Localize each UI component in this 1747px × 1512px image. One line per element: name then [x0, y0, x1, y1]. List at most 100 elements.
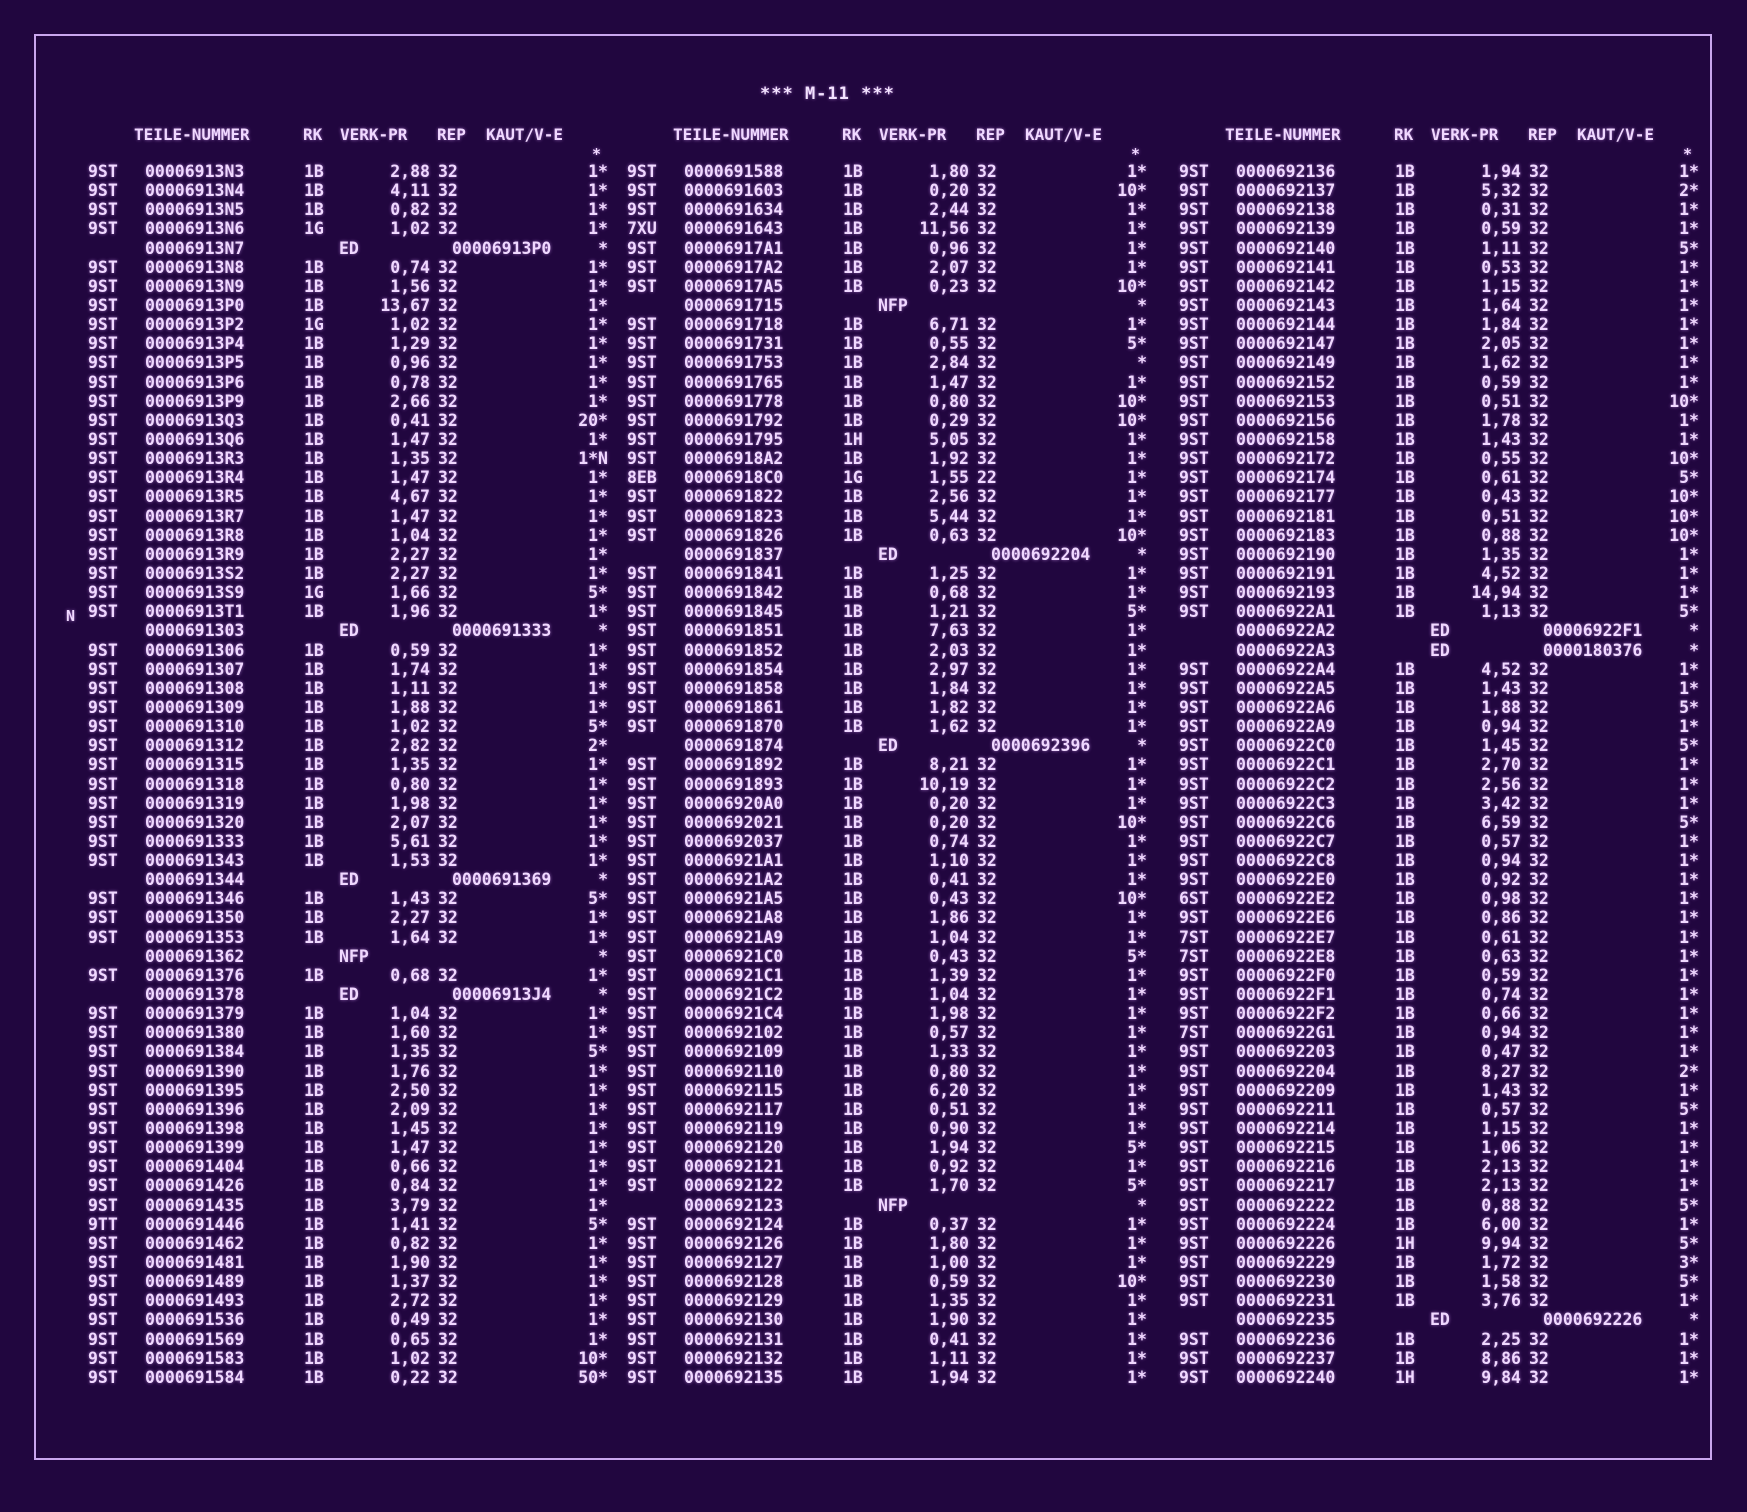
row-quantity: 1*N	[578, 449, 608, 469]
sale-price: 0,59	[390, 640, 430, 660]
row-rk: 1H	[1395, 1367, 1415, 1387]
row-rep: 32	[1529, 1099, 1549, 1119]
column-header-price: VERK-PR	[340, 125, 408, 144]
row-rep: 32	[1529, 736, 1549, 756]
row-quantity: 5*	[1127, 1176, 1147, 1196]
sale-price: 1,00	[929, 1253, 969, 1273]
sale-price: 7,63	[929, 621, 969, 641]
sale-price: 1,88	[390, 697, 430, 717]
row-quantity: 1*	[1127, 927, 1147, 947]
part-number: 0000692124	[684, 1214, 784, 1234]
row-rep: 32	[1529, 908, 1549, 928]
row-rep: 32	[438, 1157, 458, 1177]
part-number: 00006922E6	[1236, 908, 1336, 928]
row-code: 9ST	[627, 1253, 657, 1273]
part-number: 00006913N9	[145, 276, 245, 296]
row-remark: ED	[1430, 621, 1450, 641]
row-quantity: 10*	[1117, 181, 1147, 201]
row-rk: 1B	[843, 889, 863, 909]
sale-price: 1,90	[929, 1310, 969, 1330]
row-quantity: 1*	[1127, 238, 1147, 258]
row-quantity: 5*	[1679, 812, 1699, 832]
row-code: 9ST	[1179, 563, 1209, 583]
row-code: 9ST	[627, 1310, 657, 1330]
row-rk: 1B	[1395, 1099, 1415, 1119]
column-header-part: TEILE-NUMMER	[134, 125, 250, 144]
row-remark: ED	[339, 621, 359, 641]
row-quantity: 1*	[1679, 1042, 1699, 1062]
part-number: 0000692126	[684, 1233, 784, 1253]
sale-price: 1,47	[390, 1138, 430, 1158]
row-rep: 32	[977, 621, 997, 641]
sale-price: 2,27	[390, 908, 430, 928]
row-rk: 1B	[843, 985, 863, 1005]
part-number: 0000691493	[145, 1291, 245, 1311]
row-rk: 1B	[1395, 736, 1415, 756]
row-quantity: 1*	[1127, 908, 1147, 928]
row-rep: 32	[1529, 831, 1549, 851]
row-quantity: 1*	[588, 640, 608, 660]
row-code: 9ST	[1179, 353, 1209, 373]
row-code: 9ST	[1179, 793, 1209, 813]
row-remark: ED	[339, 238, 359, 258]
sale-price: 2,50	[390, 1080, 430, 1100]
sale-price: 4,52	[1481, 563, 1521, 583]
sale-price: 0,29	[929, 410, 969, 430]
row-rep: 32	[1529, 659, 1549, 679]
part-number: 00006913Q6	[145, 429, 245, 449]
row-quantity: 1*	[588, 812, 608, 832]
row-rep: 32	[1529, 985, 1549, 1005]
row-rep: 32	[977, 1214, 997, 1234]
row-rep: 32	[1529, 449, 1549, 469]
row-rep: 32	[977, 1233, 997, 1253]
row-rep: 32	[1529, 295, 1549, 315]
part-number: 0000691634	[684, 200, 784, 220]
row-quantity: 5*	[1127, 1138, 1147, 1158]
sale-price: 0,43	[929, 889, 969, 909]
row-rk: 1B	[1395, 410, 1415, 430]
row-quantity: 1*	[1679, 583, 1699, 603]
row-quantity: 1*	[588, 851, 608, 871]
row-quantity: 1*	[588, 334, 608, 354]
sale-price: 1,41	[390, 1214, 430, 1234]
row-rep: 32	[438, 697, 458, 717]
row-code: 9ST	[627, 238, 657, 258]
row-rep: 32	[977, 449, 997, 469]
row-rep: 32	[1529, 851, 1549, 871]
row-rk: 1B	[1395, 1253, 1415, 1273]
row-rk: 1B	[304, 1310, 324, 1330]
row-quantity: 1*	[1127, 506, 1147, 526]
part-number: 0000691583	[145, 1348, 245, 1368]
row-rep: 32	[438, 257, 458, 277]
row-rk: 1B	[843, 1042, 863, 1062]
part-number: 0000692121	[684, 1157, 784, 1177]
replacement-number: 0000691333	[452, 621, 552, 641]
part-number: 0000691320	[145, 812, 245, 832]
row-code: 9ST	[1179, 717, 1209, 737]
row-quantity: 10*	[1117, 391, 1147, 411]
margin-note: N	[66, 607, 76, 625]
row-rk: 1B	[843, 1367, 863, 1387]
part-number: 00006921A2	[684, 870, 784, 890]
row-code: 9ST	[627, 1004, 657, 1024]
row-quantity: 1*	[1127, 162, 1147, 181]
part-number: 0000691874	[684, 736, 784, 756]
sale-price: 2,09	[390, 1099, 430, 1119]
row-code: 9ST	[627, 965, 657, 985]
row-rk: 1B	[304, 697, 324, 717]
row-quantity: 1*	[588, 1233, 608, 1253]
row-code: 9ST	[627, 831, 657, 851]
row-quantity: 1*	[588, 1061, 608, 1081]
row-rep: 32	[977, 1310, 997, 1330]
sale-price: 1,96	[390, 602, 430, 622]
row-quantity: 1*	[1127, 1080, 1147, 1100]
row-code: 9ST	[88, 1195, 118, 1215]
row-rep: 32	[977, 1157, 997, 1177]
row-code: 9ST	[1179, 812, 1209, 832]
part-number: 0000691308	[145, 678, 245, 698]
row-rep: 32	[977, 640, 997, 660]
sale-price: 1,35	[1481, 544, 1521, 564]
part-number: 00006922C2	[1236, 774, 1336, 794]
row-quantity: 5*	[588, 717, 608, 737]
row-rep: 32	[977, 908, 997, 928]
